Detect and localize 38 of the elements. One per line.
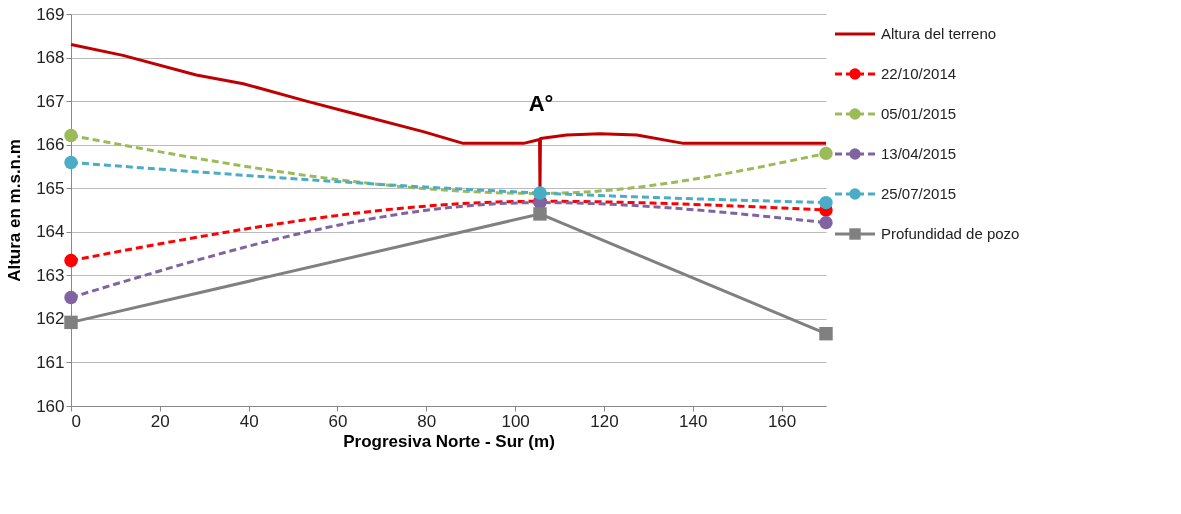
point xyxy=(819,146,833,161)
x-tick-label: 140 xyxy=(679,411,708,431)
legend-label: 05/01/2015 xyxy=(881,105,957,122)
legend-label: Profundidad de pozo xyxy=(881,225,1020,242)
x-tick-label: 120 xyxy=(590,411,619,431)
y-tick-label: 164 xyxy=(36,222,65,242)
point xyxy=(819,326,833,341)
y-tick-label: 168 xyxy=(36,48,65,68)
x-tick-label: 60 xyxy=(328,411,348,431)
point xyxy=(819,215,833,230)
x-axis-title: Progresiva Norte - Sur (m) xyxy=(343,431,555,451)
point xyxy=(64,128,78,143)
y-tick-label: 166 xyxy=(36,135,65,155)
point xyxy=(64,315,78,330)
legend-label: 13/04/2015 xyxy=(881,145,957,162)
y-axis-title: Altura en m.s.n.m xyxy=(5,139,25,282)
legend-label: 25/07/2015 xyxy=(881,185,957,202)
y-tick-label: 167 xyxy=(36,91,65,111)
x-tick-label: 0 xyxy=(71,411,81,431)
y-tick-label: 169 xyxy=(36,4,65,24)
legend-label: 22/10/2014 xyxy=(881,65,957,82)
x-tick-label: 160 xyxy=(767,411,797,431)
y-tick-label: 161 xyxy=(36,352,65,372)
x-tick-label: 80 xyxy=(417,411,437,431)
point xyxy=(64,253,78,268)
point xyxy=(819,195,833,210)
x-tick-label: 40 xyxy=(239,411,259,431)
point xyxy=(64,155,78,170)
y-tick-label: 160 xyxy=(36,396,65,416)
x-tick-label: 100 xyxy=(501,411,530,431)
y-tick-label: 162 xyxy=(36,309,65,329)
y-tick-label: 165 xyxy=(36,178,65,198)
point xyxy=(64,290,78,305)
x-tick-label: 20 xyxy=(150,411,170,431)
y-tick-label: 163 xyxy=(36,265,65,285)
annotation: A° xyxy=(528,91,554,116)
legend-label: Altura del terreno xyxy=(881,25,997,42)
point xyxy=(533,207,547,221)
